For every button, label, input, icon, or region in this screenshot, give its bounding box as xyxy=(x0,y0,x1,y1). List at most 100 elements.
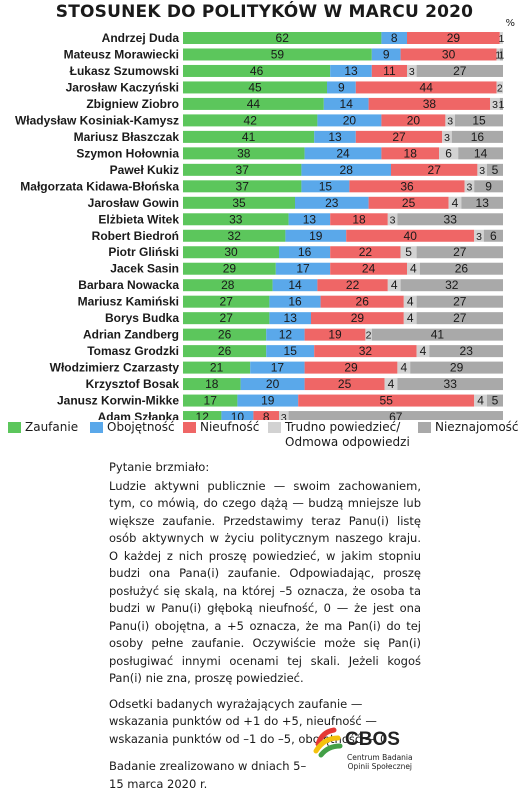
bar-segment-trust xyxy=(183,196,295,209)
bar-segment-hard-to-say xyxy=(464,180,475,193)
category-label: Łukasz Szumowski xyxy=(70,64,179,78)
bar-segment-indifference xyxy=(327,81,356,94)
bar-value-label: 1 xyxy=(495,49,501,61)
bar-value-label: 16 xyxy=(288,295,302,309)
bar-segment-hard-to-say xyxy=(474,394,487,407)
bar-segment-hard-to-say xyxy=(397,361,411,374)
bar-value-label: 46 xyxy=(250,64,264,78)
bar-segment-hard-to-say xyxy=(416,345,430,358)
bar-value-label: 4 xyxy=(407,295,414,309)
bar-value-label: 4 xyxy=(410,262,417,276)
bar-value-label: 22 xyxy=(346,278,360,292)
legend-swatch-hard-to-say xyxy=(268,422,281,433)
bar-value-label: 8 xyxy=(263,410,270,420)
bar-value-label: 32 xyxy=(359,344,373,358)
bar-segment-trust xyxy=(183,64,331,77)
bar-segment-unknown xyxy=(429,345,503,358)
bar-segment-distrust xyxy=(355,130,443,143)
category-label: Włodzimierz Czarzasty xyxy=(50,361,180,375)
bar-value-label: 24 xyxy=(336,146,350,160)
bar-value-label: 26 xyxy=(218,328,232,342)
legend-swatch-trust xyxy=(8,422,21,433)
bar-value-label: 30 xyxy=(224,245,238,259)
bar-segment-indifference xyxy=(323,97,369,110)
bar-segment-unknown xyxy=(371,328,503,341)
question-heading: Pytanie brzmiało: xyxy=(109,460,210,474)
bar-segment-indifference xyxy=(304,147,382,160)
bar-segment-hard-to-say xyxy=(384,378,398,391)
bar-segment-trust xyxy=(183,163,302,176)
bar-segment-hard-to-say xyxy=(496,81,503,94)
bar-segment-unknown xyxy=(483,229,503,242)
bar-value-label: 29 xyxy=(223,262,237,276)
bar-value-label: 30 xyxy=(442,47,456,61)
bar-segment-indifference xyxy=(266,328,305,341)
category-label: Elżbieta Witek xyxy=(98,212,179,226)
bar-segment-trust xyxy=(183,361,251,374)
bar-value-label: 22 xyxy=(359,245,373,259)
bar-segment-trust xyxy=(183,213,289,226)
logo-subtitle-line2: Opinii Społecznej xyxy=(347,762,413,771)
percent-unit-label: % xyxy=(505,18,515,29)
bar-segment-distrust xyxy=(330,213,388,226)
bar-segment-distrust xyxy=(311,312,404,325)
bar-value-label: 12 xyxy=(279,328,293,342)
legend-item-hard-to-say: Trudno powiedzieć/ Odmowa odpowiedzi xyxy=(268,420,410,450)
bar-value-label: 13 xyxy=(284,311,298,325)
bar-segment-hard-to-say xyxy=(496,48,500,61)
bar-segment-indifference xyxy=(272,279,318,292)
bar-value-label: 4 xyxy=(452,196,459,210)
bar-value-label: 20 xyxy=(343,113,357,127)
bar-value-label: 15 xyxy=(472,113,486,127)
bar-value-label: 28 xyxy=(340,163,354,177)
bar-value-label: 4 xyxy=(420,344,427,358)
bar-value-label: 18 xyxy=(205,377,219,391)
bar-segment-hard-to-say xyxy=(445,114,455,127)
bar-value-label: 13 xyxy=(303,212,317,226)
bar-segment-distrust xyxy=(391,163,478,176)
legend-item-unknown: Nieznajomość xyxy=(418,420,519,435)
bar-segment-unknown xyxy=(474,180,503,193)
bar-value-label: 13 xyxy=(476,196,490,210)
bar-segment-unknown xyxy=(419,262,503,275)
bar-value-label: 3 xyxy=(447,115,453,127)
bar-segment-indifference xyxy=(279,246,331,259)
legend-label-trust: Zaufanie xyxy=(25,420,79,434)
bar-value-label: 3 xyxy=(492,99,498,111)
bar-segment-trust xyxy=(183,411,222,420)
category-label: Mateusz Morawiecki xyxy=(64,47,179,61)
bar-value-label: 41 xyxy=(431,328,445,342)
bar-value-label: 18 xyxy=(404,146,418,160)
bar-segment-unknown xyxy=(461,196,503,209)
legend-swatch-indifference xyxy=(90,422,103,433)
bar-segment-hard-to-say xyxy=(474,229,484,242)
bar-segment-hard-to-say xyxy=(387,279,401,292)
bar-value-label: 23 xyxy=(460,344,474,358)
bar-value-label: 6 xyxy=(445,146,452,160)
bar-segment-trust xyxy=(183,147,305,160)
bar-segment-unknown xyxy=(397,213,503,226)
category-label: Piotr Gliński xyxy=(108,245,179,259)
bar-value-label: 45 xyxy=(248,80,262,94)
bar-segment-unknown xyxy=(410,361,503,374)
legend-label-distrust: Nieufność xyxy=(200,420,260,434)
bar-value-label: 14 xyxy=(340,97,354,111)
bar-segment-trust xyxy=(183,114,318,127)
bar-value-label: 3 xyxy=(476,231,482,243)
bar-value-label: 35 xyxy=(232,196,246,210)
bar-value-label: 33 xyxy=(444,377,458,391)
bar-segment-indifference xyxy=(301,180,350,193)
bar-segment-indifference xyxy=(288,213,331,226)
category-label: Andrzej Duda xyxy=(102,31,180,45)
bar-value-label: 16 xyxy=(298,245,312,259)
bar-segment-unknown xyxy=(416,295,503,308)
bar-segment-hard-to-say xyxy=(365,328,372,341)
logo-name: CBOS xyxy=(345,729,400,750)
legend-item-distrust: Nieufność xyxy=(183,420,259,435)
bar-segment-distrust xyxy=(317,279,388,292)
bar-segment-distrust xyxy=(330,262,407,275)
bar-segment-hard-to-say xyxy=(407,64,417,77)
category-label: Małgorzata Kidawa-Błońska xyxy=(20,179,179,193)
bar-value-label: 20 xyxy=(407,113,421,127)
